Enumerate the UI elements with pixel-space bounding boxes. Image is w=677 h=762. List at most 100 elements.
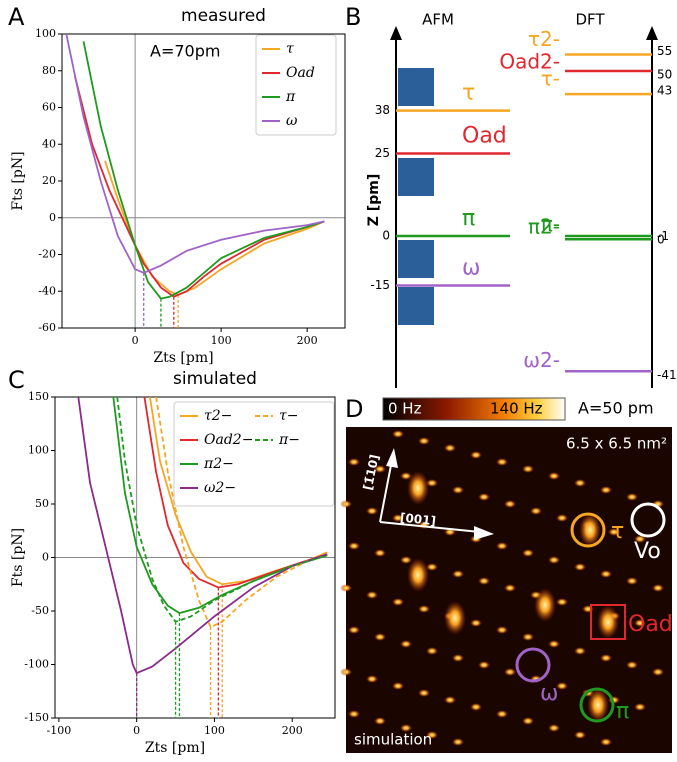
y-tick-label: -150	[24, 711, 49, 724]
afm-spot	[556, 514, 568, 522]
plot-area	[77, 397, 328, 718]
afm-spot	[340, 500, 352, 508]
arrow-head	[386, 448, 494, 540]
afm-spot	[348, 710, 360, 718]
afm-thumbnail	[398, 68, 434, 106]
afm-spot	[470, 619, 482, 627]
afm-bright-spot	[597, 605, 619, 639]
afm-spot	[400, 724, 412, 732]
afm-spot	[470, 703, 482, 711]
legend-label: Oad2−	[204, 432, 253, 448]
afm-spot	[452, 654, 464, 662]
colorbar-min: 0 Hz	[388, 400, 422, 418]
afm-spot	[348, 626, 360, 634]
afm-spot	[634, 619, 646, 627]
afm-spot	[400, 640, 412, 648]
afm-spot	[452, 486, 464, 494]
x-tick-label: 200	[282, 724, 303, 737]
afm-bright-spot	[444, 601, 466, 635]
afm-level-name: π	[462, 206, 475, 231]
afm-spot	[652, 668, 664, 676]
x-tick-label: 100	[204, 724, 225, 737]
direction-2: [001]	[399, 511, 436, 529]
afm-spot	[392, 514, 404, 522]
marker-label: π	[616, 699, 629, 724]
afm-spot	[392, 598, 404, 606]
x-tick-label: 0	[133, 724, 140, 737]
afm-level-value: 0	[382, 229, 390, 243]
afm-spot	[582, 605, 594, 613]
y-axis-label: Fts [pN]	[10, 528, 26, 587]
dft-level-name: τ-	[541, 67, 560, 91]
afm-spot	[522, 633, 534, 641]
y-tick-label: 40	[42, 137, 56, 150]
afm-spot	[496, 626, 508, 634]
afm-spot	[392, 682, 404, 690]
marker-label: Oad	[628, 612, 673, 637]
afm-spot	[418, 437, 430, 445]
afm-spot	[366, 507, 378, 515]
plot-frame	[54, 396, 336, 719]
line	[155, 397, 309, 629]
annotation: A=50 pm	[578, 399, 654, 418]
afm-spot	[452, 738, 464, 746]
afm-spot	[374, 717, 386, 725]
afm-spot	[556, 682, 568, 690]
afm-title: AFM	[422, 11, 454, 29]
afm-spot	[400, 556, 412, 564]
dft-level-name: Oad2-	[499, 50, 560, 74]
legend-label: Oad	[286, 65, 315, 81]
y-tick-label: -40	[38, 284, 56, 297]
afm-spot	[504, 500, 516, 508]
afm-spot	[444, 444, 456, 452]
afm-spot	[478, 577, 490, 585]
afm-spot	[548, 640, 560, 648]
z-axis-label: Z [pm]	[366, 174, 382, 226]
afm-spot	[348, 458, 360, 466]
marker	[590, 604, 626, 640]
afm-thumbnail	[398, 158, 434, 196]
afm-spot	[626, 493, 638, 501]
dft-level-value: 43	[657, 84, 672, 98]
panel-letter: A	[8, 3, 25, 31]
panel-letter: B	[345, 3, 361, 31]
legend-label: τ	[286, 41, 294, 57]
afm-spot	[426, 647, 438, 655]
annotation: A=70pm	[150, 42, 220, 61]
y-tick-label: 100	[28, 444, 49, 457]
afm-spot	[374, 465, 386, 473]
afm-level-name: ω	[462, 256, 480, 281]
afm-spot	[608, 528, 620, 536]
y-tick-label: 80	[42, 64, 56, 77]
afm-spot	[418, 689, 430, 697]
afm-axis-arrow	[390, 26, 402, 40]
y-tick-label: -100	[24, 658, 49, 671]
legend-box	[255, 34, 337, 136]
dft-level-name: π2-	[528, 215, 560, 239]
colorbar	[382, 397, 566, 421]
y-tick-label: 150	[28, 390, 49, 403]
y-tick-label: 100	[35, 27, 56, 40]
afm-spot	[652, 584, 664, 592]
afm-spot	[522, 549, 534, 557]
legend-box	[173, 401, 335, 507]
marker	[630, 502, 666, 538]
afm-spot	[530, 507, 542, 515]
y-tick-label: 50	[35, 497, 49, 510]
afm-spot	[478, 493, 490, 501]
afm-thumbnail	[398, 287, 434, 325]
afm-level-name: τ	[462, 81, 475, 106]
y-tick-label: -60	[38, 321, 56, 334]
y-tick-label: 20	[42, 174, 56, 187]
line	[82, 41, 325, 300]
dft-level-value: -1	[657, 229, 669, 243]
legend-label: ω2−	[204, 480, 236, 496]
afm-spot	[426, 479, 438, 487]
afm-level-value: 25	[375, 146, 390, 160]
x-axis-label: Zts [pm]	[153, 350, 213, 366]
legend-label: τ2−	[204, 408, 232, 424]
afm-features	[340, 430, 664, 746]
afm-spot	[374, 549, 386, 557]
panel-letter: C	[8, 366, 25, 394]
afm-spot	[348, 542, 360, 550]
